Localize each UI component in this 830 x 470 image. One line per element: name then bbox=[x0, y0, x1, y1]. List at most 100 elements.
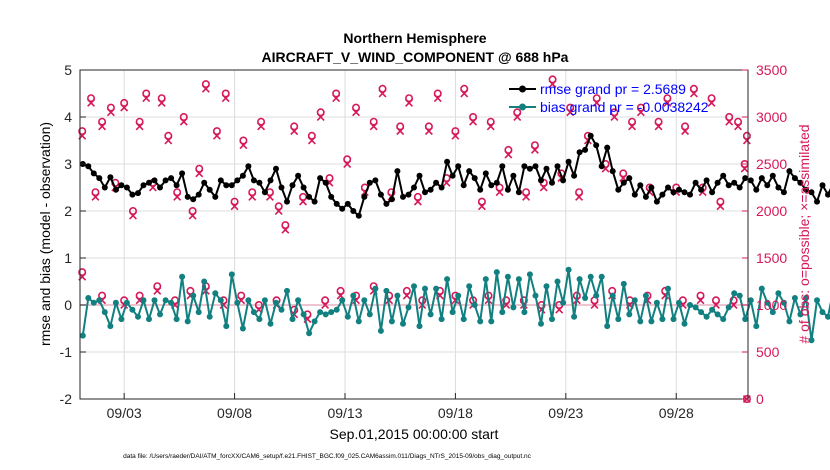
bias-point-63 bbox=[427, 311, 434, 318]
obs_possible-point-3 bbox=[91, 188, 100, 197]
rmse-point-105 bbox=[659, 191, 666, 198]
bias-point-54 bbox=[377, 327, 384, 334]
legend-rmse-label: rmse grand pr = 2.5689 bbox=[540, 81, 686, 97]
obs_possible-point-46 bbox=[451, 127, 460, 136]
obs_assimilated-point-45 bbox=[442, 178, 451, 187]
rmse-point-96 bbox=[609, 168, 616, 175]
bias-point-94 bbox=[598, 273, 605, 280]
bias-point-62 bbox=[422, 285, 428, 292]
obs_possible-point-34 bbox=[343, 155, 352, 164]
chart-subtitle: AIRCRAFT_V_WIND_COMPONENT @ 688 hPa bbox=[262, 49, 569, 65]
obs_assimilated-point-44 bbox=[433, 94, 442, 103]
rmse-point-1 bbox=[85, 163, 92, 170]
bias-point-9 bbox=[129, 306, 136, 313]
bias-point-64 bbox=[433, 285, 440, 292]
obs_assimilated-point-2 bbox=[87, 98, 96, 107]
bias-point-3 bbox=[96, 297, 103, 304]
obs_assimilated-point-40 bbox=[396, 127, 405, 136]
obs_assimilated-point-53 bbox=[513, 113, 522, 121]
rmse-point-20 bbox=[190, 196, 197, 203]
bias-point-21 bbox=[195, 309, 202, 316]
rmse-point-99 bbox=[626, 175, 633, 182]
rmse-point-93 bbox=[593, 142, 600, 149]
bias-point-71 bbox=[471, 302, 478, 308]
bias-point-125 bbox=[769, 309, 776, 316]
obs_assimilated-point-28 bbox=[290, 127, 299, 136]
rmse-point-35 bbox=[273, 165, 279, 172]
rmse-point-90 bbox=[576, 149, 583, 156]
rmse-point-95 bbox=[604, 144, 611, 151]
obs_possible-point-4 bbox=[98, 117, 107, 126]
bias-point-12 bbox=[146, 316, 152, 323]
rmse-point-102 bbox=[642, 193, 649, 200]
bias-point-95 bbox=[604, 323, 611, 330]
obs_possible-point-10 bbox=[142, 89, 151, 98]
legend-bias-label: bias grand pr = -0.0038242 bbox=[540, 99, 709, 115]
obs_assimilated-point-37 bbox=[369, 122, 378, 131]
obs_assimilated-point-78 bbox=[734, 122, 743, 131]
rmse-point-46 bbox=[333, 200, 340, 207]
rmse-point-53 bbox=[372, 177, 379, 184]
bias-point-117 bbox=[725, 304, 732, 311]
bias-point-47 bbox=[339, 297, 346, 304]
bias-point-11 bbox=[140, 297, 147, 304]
obs_possible-point-21 bbox=[230, 197, 239, 206]
bias-point-7 bbox=[118, 316, 125, 323]
rmse-point-101 bbox=[637, 182, 644, 189]
rmse-point-26 bbox=[223, 182, 230, 189]
rmse-point-79 bbox=[515, 189, 522, 196]
obs_assimilated-point-21 bbox=[230, 202, 239, 211]
obs_possible-point-43 bbox=[424, 122, 433, 131]
obs_possible-point-13 bbox=[164, 131, 173, 140]
rmse-series bbox=[79, 132, 830, 219]
rmse-point-67 bbox=[449, 172, 456, 179]
obs_assimilated-point-66 bbox=[628, 122, 637, 131]
obs_assimilated-point-60 bbox=[575, 192, 584, 201]
obs_assimilated-point-31 bbox=[316, 113, 325, 121]
bias-point-96 bbox=[609, 292, 616, 299]
rmse-point-83 bbox=[538, 177, 544, 184]
legend-rmse-marker bbox=[519, 85, 526, 93]
rmse-point-14 bbox=[157, 184, 163, 191]
right-axis: 0 500 1000 1500 2000 2500 3000 3500 bbox=[742, 62, 787, 407]
obs_assimilated_low-point-13 bbox=[321, 301, 330, 309]
rmse-point-22 bbox=[201, 179, 208, 186]
rmse-point-98 bbox=[620, 179, 627, 186]
rmse-point-4 bbox=[101, 184, 108, 191]
obs_possible-point-53 bbox=[513, 108, 522, 117]
y-axis-left-label: rmse and bias (model - observation) bbox=[37, 122, 53, 346]
bias-point-105 bbox=[659, 316, 666, 323]
obs_possible-point-8 bbox=[128, 207, 137, 216]
rmse-point-66 bbox=[444, 158, 451, 165]
rmse-point-31 bbox=[250, 177, 257, 184]
y-right-tick-label-4: 2000 bbox=[756, 203, 787, 219]
bias-point-24 bbox=[212, 290, 219, 297]
rmse-point-68 bbox=[455, 163, 462, 170]
obs_possible_low-point-5 bbox=[186, 286, 195, 295]
obs_assimilated-point-52 bbox=[504, 150, 513, 159]
bias-point-116 bbox=[720, 316, 727, 323]
bias-point-60 bbox=[411, 283, 417, 290]
bias-point-6 bbox=[112, 299, 119, 306]
bias-point-104 bbox=[653, 299, 660, 306]
y-right-tick-label-7: 3500 bbox=[756, 62, 787, 78]
rmse-point-75 bbox=[493, 179, 500, 186]
rmse-point-106 bbox=[665, 184, 671, 191]
bias-point-48 bbox=[344, 313, 351, 320]
bias-point-103 bbox=[648, 318, 655, 325]
obs_assimilated-point-57 bbox=[548, 80, 557, 89]
obs_assimilated-point-54 bbox=[522, 192, 531, 201]
bias-point-111 bbox=[692, 304, 699, 311]
rmse-point-92 bbox=[587, 132, 594, 139]
rmse-point-122 bbox=[753, 186, 760, 193]
rmse-point-60 bbox=[411, 184, 417, 191]
x-tick-label-0: 09/03 bbox=[107, 405, 142, 421]
rmse-point-40 bbox=[300, 184, 307, 191]
y-right-tick-label-1: 500 bbox=[756, 344, 780, 360]
rmse-point-10 bbox=[135, 190, 141, 197]
rmse-point-80 bbox=[521, 163, 528, 170]
obs_possible_low-point-24 bbox=[502, 296, 511, 305]
bias-point-97 bbox=[615, 316, 622, 323]
bias-point-2 bbox=[90, 299, 97, 306]
obs-count-series bbox=[78, 75, 751, 403]
